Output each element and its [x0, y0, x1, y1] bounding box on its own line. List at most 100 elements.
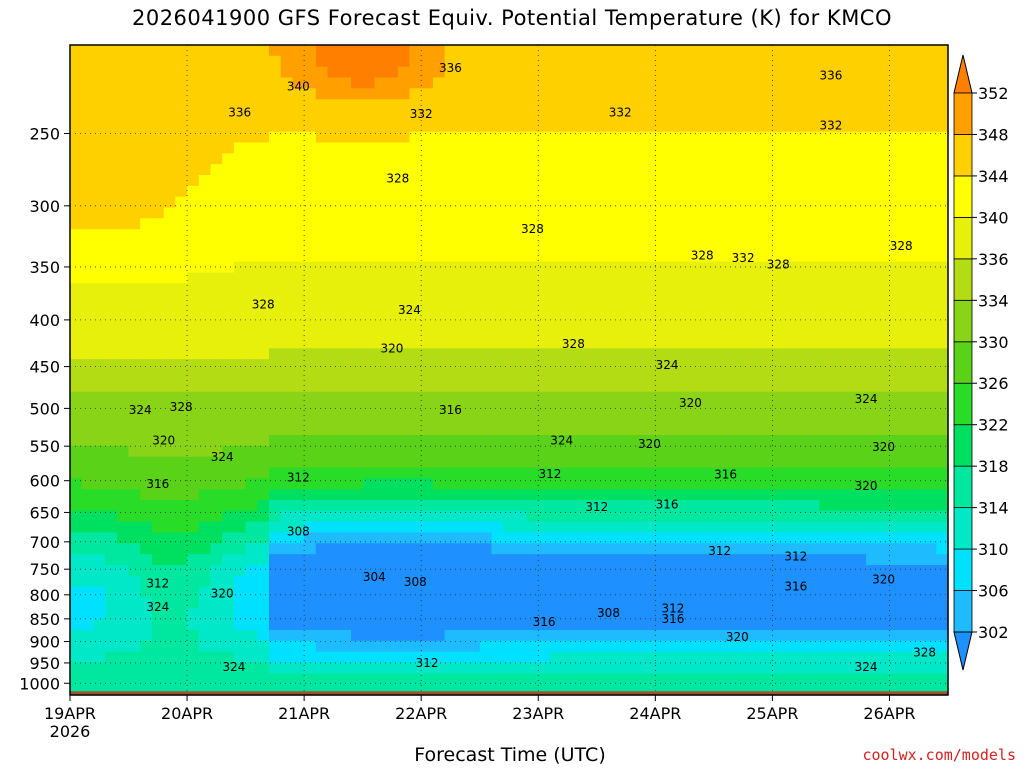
- field-cell: [842, 326, 855, 339]
- field-cell: [304, 88, 317, 100]
- contour-label: 328: [913, 645, 936, 659]
- field-cell: [456, 424, 469, 436]
- field-cell: [362, 619, 375, 631]
- field-cell: [585, 619, 598, 631]
- field-cell: [667, 456, 680, 469]
- field-cell: [187, 99, 200, 111]
- field-cell: [327, 510, 340, 523]
- field-cell: [269, 185, 282, 198]
- field-cell: [421, 673, 434, 685]
- field-cell: [866, 662, 879, 674]
- field-cell: [269, 283, 282, 295]
- field-cell: [854, 66, 867, 79]
- field-cell: [210, 142, 223, 154]
- field-cell: [210, 424, 223, 436]
- field-cell: [725, 250, 738, 263]
- field-cell: [690, 597, 703, 609]
- field-cell: [749, 294, 762, 306]
- field-cell: [81, 673, 94, 685]
- field-cell: [421, 229, 434, 241]
- field-cell: [140, 391, 153, 404]
- field-cell: [315, 185, 329, 198]
- field-cell: [292, 196, 305, 209]
- field-cell: [140, 565, 153, 577]
- field-cell: [912, 250, 926, 263]
- field-cell: [397, 662, 411, 674]
- field-cell: [772, 391, 785, 404]
- field-cell: [468, 229, 481, 241]
- field-cell: [830, 185, 844, 198]
- field-cell: [175, 402, 188, 414]
- field-cell: [643, 348, 656, 360]
- field-cell: [550, 196, 563, 209]
- field-cell: [233, 45, 247, 57]
- site-credit[interactable]: coolwx.com/models: [862, 746, 1016, 764]
- field-cell: [725, 240, 738, 252]
- field-cell: [222, 337, 235, 349]
- field-cell: [655, 359, 668, 371]
- field-cell: [573, 586, 586, 599]
- field-cell: [608, 66, 621, 79]
- field-cell: [936, 575, 949, 588]
- field-cell: [538, 250, 551, 263]
- field-cell: [257, 272, 270, 284]
- field-cell: [351, 99, 364, 111]
- field-cell: [315, 45, 329, 57]
- field-cell: [456, 294, 469, 306]
- field-cell: [245, 684, 258, 696]
- field-cell: [538, 586, 551, 599]
- field-cell: [550, 250, 563, 263]
- field-cell: [760, 586, 773, 599]
- field-cell: [468, 684, 481, 696]
- field-cell: [140, 240, 153, 252]
- field-cell: [889, 662, 902, 674]
- field-cell: [269, 326, 282, 339]
- field-cell: [749, 131, 762, 144]
- field-cell: [807, 120, 820, 133]
- field-cell: [503, 543, 516, 555]
- field-cell: [631, 272, 645, 284]
- field-cell: [936, 229, 949, 241]
- field-cell: [257, 673, 270, 685]
- field-cell: [374, 608, 387, 620]
- field-cell: [386, 99, 399, 111]
- field-cell: [187, 326, 200, 339]
- field-cell: [924, 445, 937, 458]
- field-cell: [760, 45, 773, 57]
- field-cell: [479, 673, 492, 685]
- field-cell: [198, 402, 212, 414]
- field-cell: [210, 326, 223, 339]
- field-cell: [175, 55, 188, 68]
- field-cell: [175, 185, 188, 198]
- field-cell: [877, 532, 891, 544]
- field-cell: [432, 88, 446, 100]
- field-cell: [936, 348, 949, 360]
- field-cell: [280, 250, 293, 263]
- field-cell: [292, 684, 305, 696]
- field-cell: [772, 120, 785, 133]
- field-cell: [702, 608, 715, 620]
- field-cell: [222, 229, 235, 241]
- field-cell: [233, 272, 247, 284]
- field-cell: [421, 305, 434, 317]
- field-cell: [596, 489, 610, 501]
- field-cell: [292, 500, 305, 512]
- field-cell: [620, 597, 633, 609]
- field-cell: [233, 337, 247, 349]
- field-cell: [444, 175, 457, 187]
- field-cell: [514, 597, 528, 609]
- contour-label: 320: [638, 437, 661, 451]
- field-cell: [140, 424, 153, 436]
- field-cell: [912, 99, 926, 111]
- field-cell: [210, 684, 223, 696]
- field-cell: [866, 66, 879, 79]
- field-cell: [304, 348, 317, 360]
- field-cell: [702, 380, 715, 393]
- field-cell: [713, 640, 727, 653]
- field-cell: [702, 283, 715, 295]
- field-cell: [315, 467, 329, 479]
- field-cell: [912, 424, 926, 436]
- field-cell: [362, 153, 375, 165]
- field-cell: [772, 435, 785, 447]
- field-cell: [608, 467, 621, 479]
